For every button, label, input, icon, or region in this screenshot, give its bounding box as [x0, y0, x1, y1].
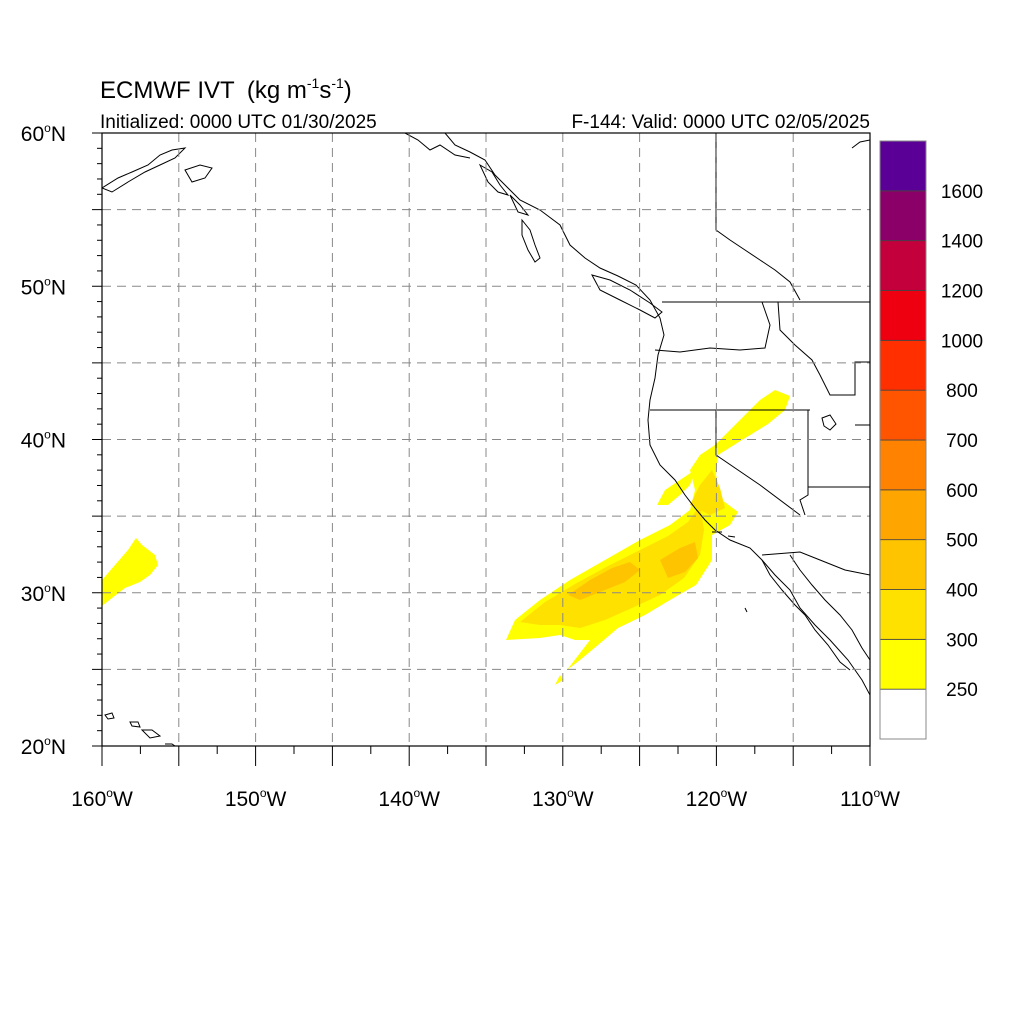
- ivt-plume-250: [506, 390, 790, 670]
- colorbar-swatch: [879, 140, 927, 192]
- ivt-shading: [102, 390, 790, 685]
- haida-gwaii: [521, 218, 541, 263]
- ivt-core-400-b: [660, 542, 698, 578]
- latitude-tick-label: 50oN: [21, 274, 66, 299]
- colorbar-swatch: [879, 489, 927, 541]
- latitude-tick-label: 60oN: [21, 121, 66, 146]
- colorbar-swatch: [879, 339, 927, 391]
- vancouver-island: [591, 274, 663, 319]
- colorbar-label: 1000: [941, 331, 983, 352]
- colorbar-swatch: [879, 539, 927, 590]
- ivt-400-region: [568, 542, 698, 600]
- ivt-hawaii-patch-250: [102, 538, 158, 606]
- alaska-panhandle-islands: [478, 163, 530, 216]
- colorbar-label: 1200: [941, 282, 983, 303]
- colorbar-swatch: [879, 688, 927, 740]
- colorbar-swatch: [879, 190, 927, 242]
- map-frame: [101, 132, 871, 747]
- colorbar-swatch: [879, 638, 927, 690]
- ivt-core-400-a: [568, 562, 640, 600]
- colorbar-label: 300: [946, 630, 978, 651]
- us-mexico-border: [761, 551, 870, 576]
- ivt-plume-250-tail: [555, 675, 563, 685]
- init-time-label: Initialized: 0000 UTC 01/30/2025: [100, 112, 377, 133]
- california-nevada-border: [715, 410, 801, 516]
- colorbar-label: 700: [946, 431, 978, 452]
- kodiak-island: [184, 164, 213, 183]
- graticule-lines: [102, 133, 870, 746]
- colorbar-frame: [879, 140, 927, 740]
- latitude-tick-label: 30oN: [21, 581, 66, 606]
- latitude-tick-label: 20oN: [21, 734, 66, 759]
- colorbar-swatch: [879, 389, 927, 441]
- minor-tick-marks: [92, 132, 871, 766]
- ivt-colorbar: 250 300 400 500 600 700 800 1000 1200 1400 1600: [879, 140, 983, 740]
- colorbar-swatch: [879, 589, 927, 640]
- baja-peninsula: [761, 559, 851, 671]
- map-panel: [92, 132, 871, 766]
- longitude-tick-label: 120oW: [686, 786, 748, 811]
- great-salt-lake: [821, 414, 837, 431]
- north-america-coastline: [444, 133, 870, 696]
- colorbar-swatch: [879, 240, 927, 291]
- longitude-tick-label: 110oW: [840, 786, 900, 811]
- hudson-bay-edge: [851, 139, 870, 149]
- colorbar-label: 600: [946, 481, 978, 502]
- nevada-arizona-border: [799, 410, 809, 516]
- coastlines: [102, 133, 870, 746]
- gulf-of-california: [789, 554, 870, 661]
- longitude-tick-label: 140oW: [378, 786, 440, 811]
- colorbar-swatch: [879, 290, 927, 341]
- hawaii-islands: [104, 712, 176, 746]
- latitude-labels: 60oN 50oN 40oN 30oN 20oN: [21, 121, 66, 759]
- channel-islands: [712, 531, 748, 613]
- colorbar-label: 800: [946, 381, 978, 402]
- map-title: ECMWF IVT (kg m-1s-1): [100, 75, 352, 104]
- ivt-plume-300: [520, 505, 704, 628]
- latitude-tick-label: 40oN: [21, 428, 66, 453]
- colorbar-label: 500: [946, 531, 978, 552]
- colorbar-label: 1400: [941, 232, 983, 253]
- washington-oregon-border: [654, 301, 771, 353]
- longitude-labels: 160oW 150oW 140oW 130oW 120oW 110oW: [71, 786, 900, 811]
- alaska-gulf-coast-north: [404, 133, 471, 159]
- longitude-tick-label: 130oW: [532, 786, 594, 811]
- colorbar-swatch: [879, 439, 927, 491]
- canada-interior-border: [715, 133, 801, 301]
- alaska-southwest-coast: [102, 147, 187, 193]
- ivt-plume-250-branch: [657, 455, 700, 505]
- idaho-border: [777, 301, 870, 396]
- colorbar-label: 250: [946, 680, 978, 701]
- colorbar-label: 1600: [941, 182, 983, 203]
- colorbar-label: 400: [946, 581, 978, 602]
- longitude-tick-label: 160oW: [71, 786, 133, 811]
- longitude-tick-label: 150oW: [225, 786, 287, 811]
- valid-time-label: F-144: Valid: 0000 UTC 02/05/2025: [571, 112, 870, 133]
